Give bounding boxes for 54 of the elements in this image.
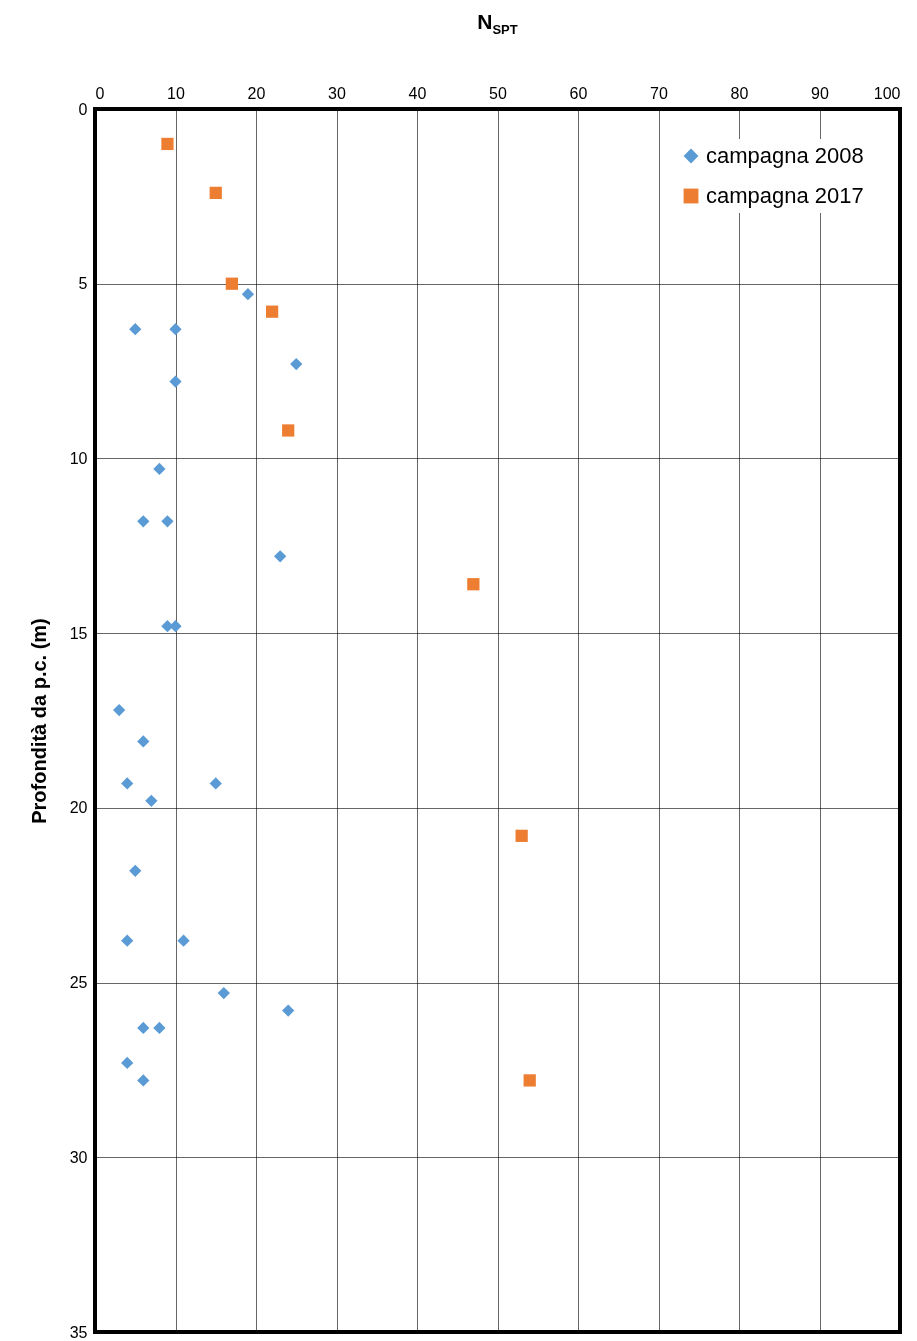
point [225,277,238,290]
point [153,1021,166,1035]
point [241,288,255,301]
point [515,829,528,842]
y-axis-title: Profondità da p.c. (m) [27,618,50,824]
point [121,777,134,790]
x-tick-label: 60 [569,84,588,102]
point [113,703,126,717]
point [145,794,158,807]
point [129,323,142,336]
point [137,1021,150,1035]
y-tick-label: 30 [69,1148,88,1166]
point [153,462,166,476]
point [523,1074,536,1087]
x-tick-label: 50 [489,84,507,102]
y-tick-label: 10 [69,449,88,467]
y-tick-label: 25 [69,974,88,992]
point [217,986,230,1000]
point [265,305,279,318]
legend-label: campagna 2008 [706,143,864,168]
x-tick-label: 100 [873,84,901,102]
point [169,375,182,388]
x-tick-label: 0 [95,84,105,102]
point [290,357,303,371]
x-axis-title: N$_{SPT}$ [476,10,519,38]
y-tick-label: 20 [69,799,88,817]
point [209,186,222,199]
y-tick-label: 5 [78,275,88,293]
x-tick-label: 90 [811,84,829,102]
legend-label: campagna 2017 [706,183,864,208]
y-tick-label: 35 [69,1323,88,1341]
point [129,864,142,877]
point [121,934,134,947]
x-tick-label: 70 [650,84,668,102]
y-tick-label: 0 [78,100,88,118]
point [161,137,174,151]
x-tick-label: 80 [730,84,749,102]
point [467,578,480,591]
point [121,1056,134,1070]
x-tick-label: 30 [328,84,346,102]
point [177,934,190,947]
point [282,424,295,437]
point [137,1074,150,1087]
point [282,1004,295,1017]
y-tick-label: 15 [69,624,88,642]
point [169,323,182,336]
x-tick-label: 10 [167,84,185,102]
point [274,550,287,563]
point [137,515,150,528]
point [161,515,174,528]
x-tick-label: 20 [247,84,266,102]
x-tick-label: 40 [408,84,427,102]
point [209,777,222,790]
point [137,735,150,748]
